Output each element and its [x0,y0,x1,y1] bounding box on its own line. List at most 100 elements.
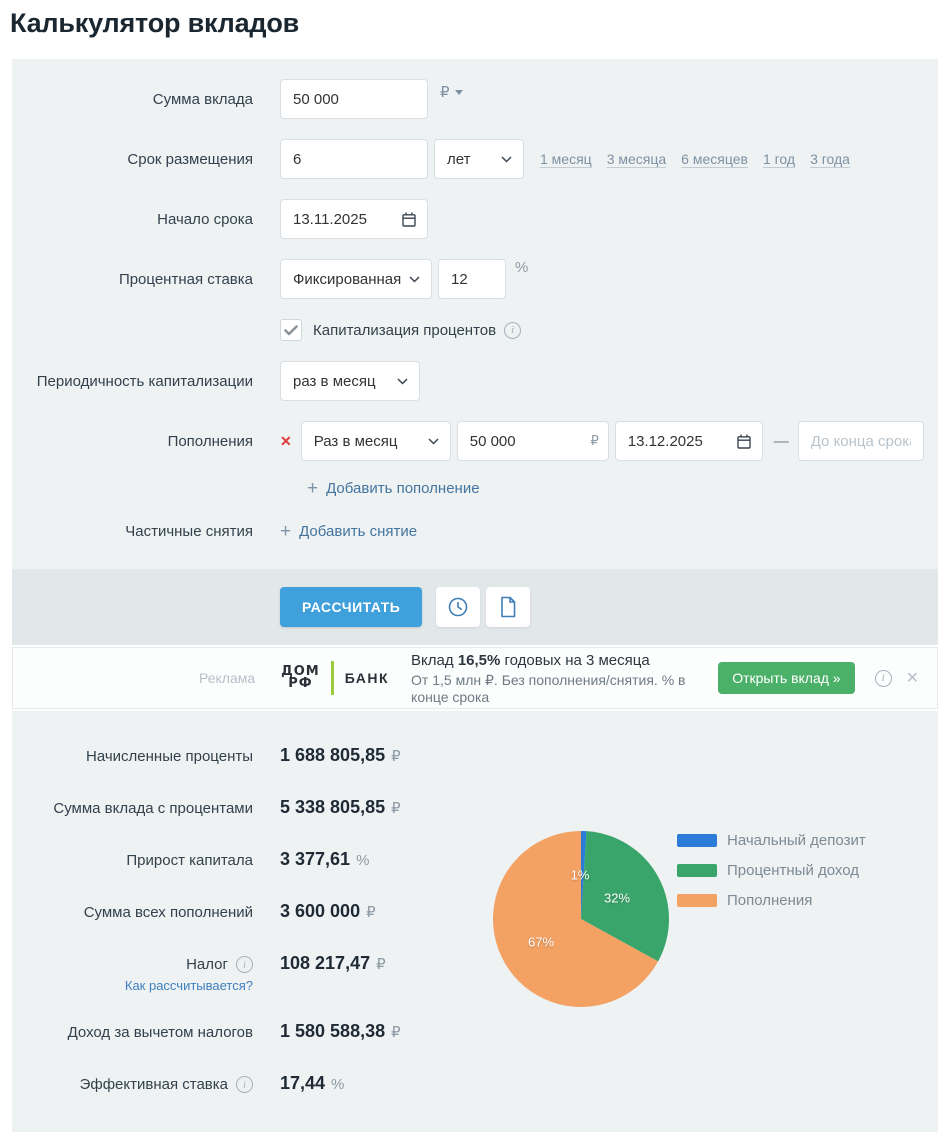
legend-item-initial-deposit: Начальный депозит [677,832,866,849]
replenishment-amount-input[interactable] [456,421,609,461]
start-date-label: Начало срока [157,210,253,228]
rate-type-value: Фиксированная [293,270,402,288]
ad-text: Вклад 16,5% годовых на 3 месяца От 1,5 м… [411,652,718,705]
checkmark-icon [284,324,298,335]
amount-label: Сумма вклада [152,90,253,108]
rate-label: Процентная ставка [118,270,253,288]
term-input[interactable] [280,139,428,179]
term-quick-links: 1 месяц 3 месяца 6 месяцев 1 год 3 года [540,151,850,167]
ad-info-icon[interactable]: i [874,669,892,687]
calendar-icon [402,212,416,227]
capitalization-period-select[interactable]: раз в месяц [280,361,420,401]
amount-row: Сумма вклада ₽ [32,79,918,119]
capitalization-checkbox[interactable] [280,319,302,341]
quick-link-6-months[interactable]: 6 месяцев [681,151,748,167]
pie-label-initial: 1% [570,867,590,883]
tax-how-link[interactable]: Как рассчитывается? [124,978,253,993]
pie-slice-replenishments [492,831,659,1007]
result-row-effective-rate: Эффективная ставка i 17,44% [79,1073,345,1093]
calculate-button[interactable]: РАССЧИТАТЬ [280,587,423,627]
term-label: Срок размещения [127,150,253,168]
bank-logo-mark: ДОМ РФ [281,664,320,691]
replenishment-date-input[interactable]: 13.12.2025 [614,421,763,461]
calendar-icon [737,434,751,449]
tax-info-icon[interactable]: i [236,956,253,973]
replenishment-until-input[interactable] [797,421,924,461]
info-icon[interactable]: i [504,321,522,339]
result-row-net-income: Доход за вычетом налогов 1 580 588,38 ₽ [67,1021,401,1041]
replenishment-frequency-select[interactable]: Раз в месяц [300,421,451,461]
pie-slice-interest-income [581,831,669,962]
legend-item-replenishments: Пополнения [677,892,866,909]
result-row-interest: Начисленные проценты 1 688 805,85 ₽ [86,745,401,765]
withdrawal-row: Частичные снятия + Добавить снятие [32,522,918,541]
pie-slice-initial-deposit [581,831,587,919]
results-panel: Начисленные проценты 1 688 805,85 ₽ Сумма… [12,711,938,1132]
capitalization-period-row: Периодичность капитализации раз в месяц [32,361,918,401]
start-date-input[interactable]: 13.11.2025 [280,199,428,239]
ad-banner: Реклама ДОМ РФ БАНК Вклад 16,5% годовых … [12,647,938,709]
deposit-structure-pie-chart: 1% 32% 67% [492,831,669,1007]
quick-link-3-years[interactable]: 3 года [810,151,850,167]
term-unit-select[interactable]: лет [434,139,524,179]
add-replenishment-row: + Добавить пополнение [32,479,918,498]
term-row: Срок размещения лет 1 месяц 3 месяца 6 м… [32,139,918,179]
effective-rate-info-icon[interactable]: i [236,1076,253,1093]
history-button[interactable] [436,587,481,627]
replenishment-frequency-value: Раз в месяц [313,432,398,450]
page-title: Калькулятор вкладов [10,8,300,38]
clock-icon [449,597,468,617]
actions-bar: РАССЧИТАТЬ [12,569,938,645]
chevron-down-icon [409,275,420,283]
remove-replenishment-icon[interactable]: ✕ [280,432,292,449]
chevron-down-icon [397,377,408,385]
open-deposit-button[interactable]: Открыть вклад » [718,662,855,694]
capitalization-period-label: Периодичность капитализации [36,372,253,390]
amount-input[interactable] [280,79,428,119]
start-date-value: 13.11.2025 [293,210,367,228]
rate-type-select[interactable]: Фиксированная [280,259,432,299]
replenishment-label: Пополнения [167,432,253,450]
capitalization-row: Капитализация процентов i [32,319,918,341]
ad-close-icon[interactable]: ✕ [905,670,919,687]
result-row-total: Сумма вклада с процентами 5 338 805,85 ₽ [53,797,401,817]
ad-offer: Вклад 16,5% годовых на 3 месяца [411,651,650,669]
currency-select[interactable]: ₽ [440,83,463,101]
replenishment-amount-wrap: ₽ [456,421,609,461]
bank-logo-name: БАНК [344,670,390,686]
pie-label-interest: 32% [603,890,631,906]
document-icon [501,596,516,618]
withdrawal-label: Частичные снятия [125,523,253,540]
add-replenishment-link[interactable]: + Добавить пополнение [307,478,480,499]
pie-legend: Начальный депозит Процентный доход Попол… [677,832,866,922]
chevron-down-icon [428,437,439,445]
rate-input[interactable] [438,259,506,299]
ad-tag: Реклама [199,670,256,686]
percent-suffix: % [515,259,529,276]
report-button[interactable] [486,587,531,627]
replenishment-row: Пополнения ✕ Раз в месяц ₽ 13.12.2025 — [32,421,924,461]
date-range-dash: — [773,432,789,450]
result-row-growth: Прирост капитала 3 377,61% [126,849,370,869]
deposit-calculator-page: Калькулятор вкладов Сумма вклада ₽ Срок … [0,8,950,1132]
pie-label-replenishments: 67% [527,934,555,950]
quick-link-1-year[interactable]: 1 год [762,151,796,167]
term-unit-value: лет [447,150,471,168]
legend-item-interest-income: Процентный доход [677,862,866,879]
result-row-replenishments: Сумма всех пополнений 3 600 000 ₽ [83,901,376,921]
chevron-down-icon [454,89,463,95]
legend-swatch-blue [677,834,717,847]
chevron-down-icon [501,155,512,163]
legend-swatch-orange [677,894,717,907]
plus-icon: + [280,521,292,542]
capitalization-label: Капитализация процентов [313,321,497,339]
quick-link-3-months[interactable]: 3 месяца [606,151,667,167]
bank-logo: ДОМ РФ БАНК [281,661,389,695]
add-withdrawal-link[interactable]: + Добавить снятие [280,521,418,542]
plus-icon: + [307,478,319,499]
quick-link-1-month[interactable]: 1 месяц [540,151,592,167]
legend-swatch-green [677,864,717,877]
ruble-sign: ₽ [440,83,450,101]
result-row-tax: Налог i Как рассчитывается? 108 217,47 ₽ [12,953,938,993]
calculator-form: Сумма вклада ₽ Срок размещения лет 1 мес… [12,59,938,569]
